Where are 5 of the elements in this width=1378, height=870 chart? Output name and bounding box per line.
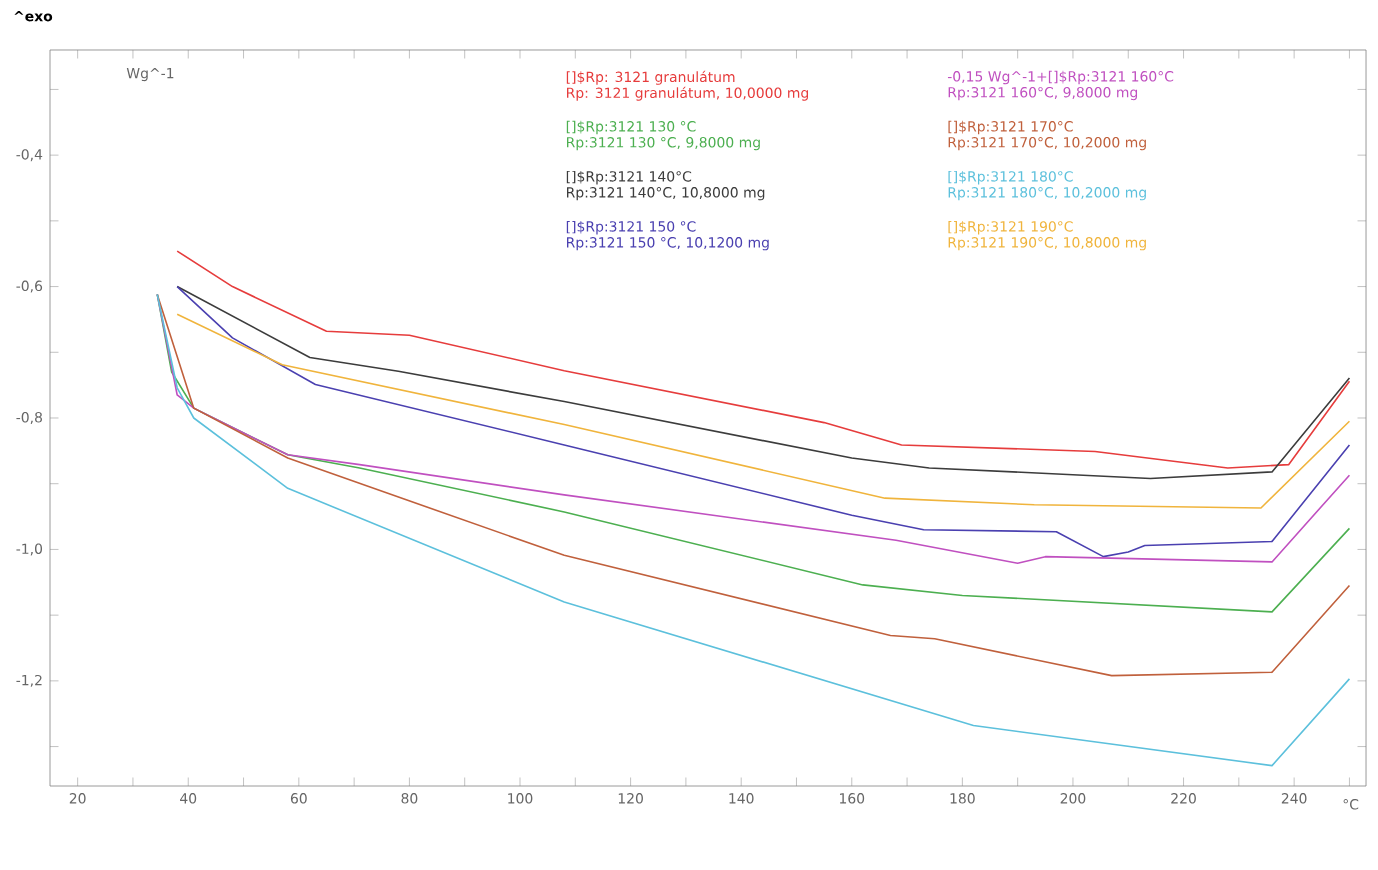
line-series — [176, 313, 1351, 509]
line-series — [156, 293, 1351, 767]
line-series — [176, 250, 1351, 469]
line-series — [176, 285, 1351, 480]
line-series — [156, 293, 1351, 677]
